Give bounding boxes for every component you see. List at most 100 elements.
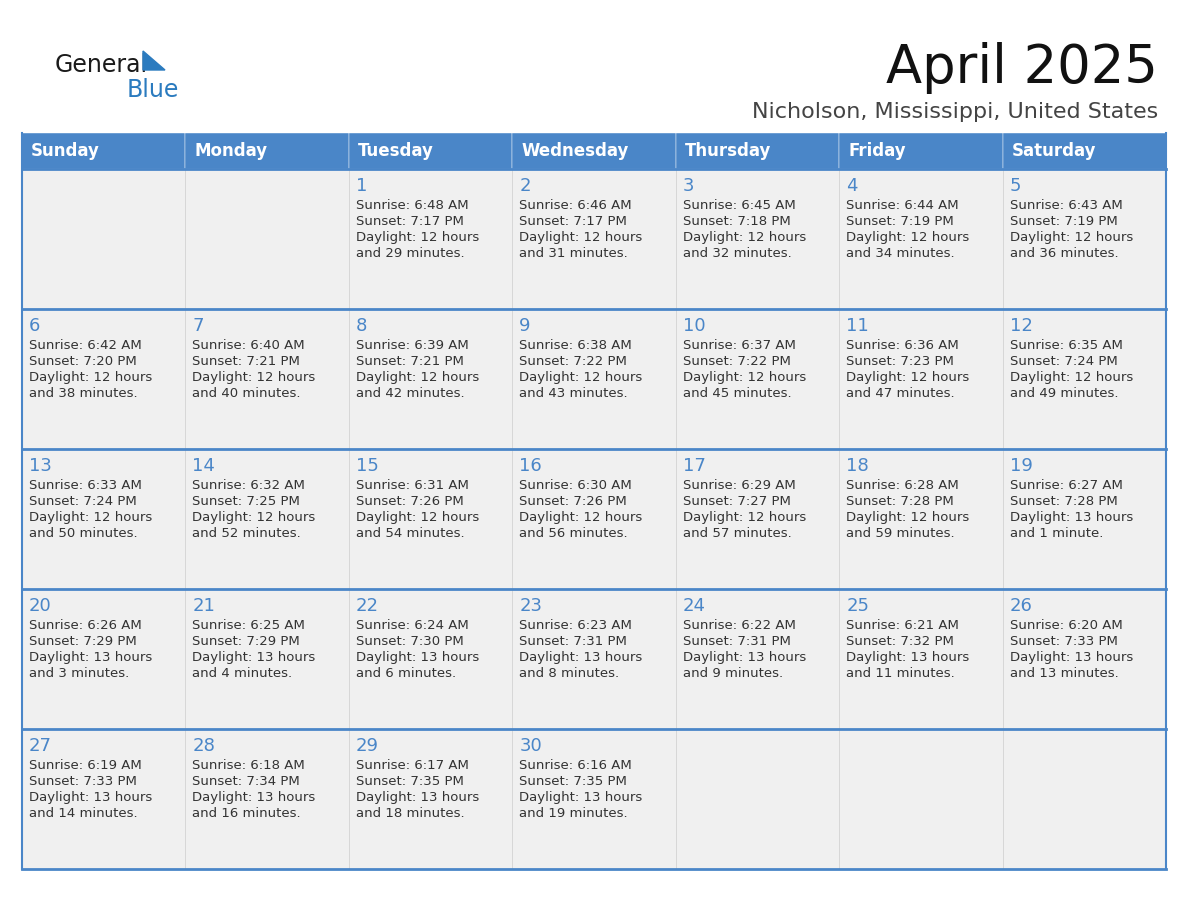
Text: Sunset: 7:19 PM: Sunset: 7:19 PM xyxy=(846,215,954,228)
Text: and 18 minutes.: and 18 minutes. xyxy=(356,807,465,820)
Text: Sunset: 7:26 PM: Sunset: 7:26 PM xyxy=(519,495,627,508)
Text: 7: 7 xyxy=(192,317,204,335)
Text: Sunset: 7:28 PM: Sunset: 7:28 PM xyxy=(846,495,954,508)
Bar xyxy=(23,729,185,869)
Bar xyxy=(23,589,185,729)
Text: Daylight: 12 hours: Daylight: 12 hours xyxy=(192,371,316,384)
Text: Sunset: 7:18 PM: Sunset: 7:18 PM xyxy=(683,215,790,228)
Text: 13: 13 xyxy=(29,457,52,475)
Bar xyxy=(676,449,839,589)
Text: Sunset: 7:17 PM: Sunset: 7:17 PM xyxy=(356,215,463,228)
Text: Sunrise: 6:23 AM: Sunrise: 6:23 AM xyxy=(519,619,632,632)
Text: 24: 24 xyxy=(683,597,706,615)
Text: Daylight: 13 hours: Daylight: 13 hours xyxy=(356,651,479,664)
Bar xyxy=(1003,449,1165,589)
Text: Sunrise: 6:32 AM: Sunrise: 6:32 AM xyxy=(192,479,305,492)
Text: Blue: Blue xyxy=(127,78,179,102)
Text: Daylight: 12 hours: Daylight: 12 hours xyxy=(683,371,805,384)
Bar xyxy=(839,133,1003,169)
Text: Sunrise: 6:39 AM: Sunrise: 6:39 AM xyxy=(356,339,468,352)
Text: Sunrise: 6:38 AM: Sunrise: 6:38 AM xyxy=(519,339,632,352)
Text: Sunrise: 6:43 AM: Sunrise: 6:43 AM xyxy=(1010,199,1123,212)
Text: Daylight: 12 hours: Daylight: 12 hours xyxy=(192,511,316,524)
Text: Sunset: 7:19 PM: Sunset: 7:19 PM xyxy=(1010,215,1118,228)
Text: and 57 minutes.: and 57 minutes. xyxy=(683,527,791,540)
Text: Sunset: 7:31 PM: Sunset: 7:31 PM xyxy=(683,635,790,648)
Bar xyxy=(512,133,676,169)
Text: Sunrise: 6:17 AM: Sunrise: 6:17 AM xyxy=(356,759,469,772)
Bar xyxy=(185,589,349,729)
Bar xyxy=(512,729,676,869)
Text: 8: 8 xyxy=(356,317,367,335)
Text: Sunrise: 6:35 AM: Sunrise: 6:35 AM xyxy=(1010,339,1123,352)
Text: Sunrise: 6:45 AM: Sunrise: 6:45 AM xyxy=(683,199,796,212)
Bar xyxy=(839,169,1003,309)
Text: and 16 minutes.: and 16 minutes. xyxy=(192,807,301,820)
Text: 18: 18 xyxy=(846,457,868,475)
Text: Sunrise: 6:18 AM: Sunrise: 6:18 AM xyxy=(192,759,305,772)
Text: 5: 5 xyxy=(1010,177,1020,195)
Bar xyxy=(23,449,185,589)
Text: Sunrise: 6:31 AM: Sunrise: 6:31 AM xyxy=(356,479,469,492)
Bar xyxy=(349,169,512,309)
Text: Daylight: 12 hours: Daylight: 12 hours xyxy=(683,231,805,244)
Text: and 42 minutes.: and 42 minutes. xyxy=(356,387,465,400)
Text: Sunday: Sunday xyxy=(31,142,100,160)
Bar xyxy=(185,133,349,169)
Text: 16: 16 xyxy=(519,457,542,475)
Text: 2: 2 xyxy=(519,177,531,195)
Text: 15: 15 xyxy=(356,457,379,475)
Text: Sunset: 7:24 PM: Sunset: 7:24 PM xyxy=(1010,355,1118,368)
Text: Sunset: 7:35 PM: Sunset: 7:35 PM xyxy=(356,775,463,788)
Bar xyxy=(23,133,185,169)
Text: and 11 minutes.: and 11 minutes. xyxy=(846,667,955,680)
Text: Daylight: 13 hours: Daylight: 13 hours xyxy=(846,651,969,664)
Text: Sunrise: 6:40 AM: Sunrise: 6:40 AM xyxy=(192,339,305,352)
Text: Sunrise: 6:37 AM: Sunrise: 6:37 AM xyxy=(683,339,796,352)
Text: Sunrise: 6:30 AM: Sunrise: 6:30 AM xyxy=(519,479,632,492)
Bar xyxy=(349,309,512,449)
Text: Sunset: 7:20 PM: Sunset: 7:20 PM xyxy=(29,355,137,368)
Text: Daylight: 13 hours: Daylight: 13 hours xyxy=(1010,651,1133,664)
Text: 21: 21 xyxy=(192,597,215,615)
Text: Daylight: 12 hours: Daylight: 12 hours xyxy=(29,371,152,384)
Text: Sunrise: 6:16 AM: Sunrise: 6:16 AM xyxy=(519,759,632,772)
Text: Sunset: 7:21 PM: Sunset: 7:21 PM xyxy=(192,355,301,368)
Text: Sunset: 7:27 PM: Sunset: 7:27 PM xyxy=(683,495,790,508)
Bar xyxy=(512,449,676,589)
Text: 10: 10 xyxy=(683,317,706,335)
Bar xyxy=(185,449,349,589)
Text: 20: 20 xyxy=(29,597,52,615)
Text: and 45 minutes.: and 45 minutes. xyxy=(683,387,791,400)
Text: Sunset: 7:25 PM: Sunset: 7:25 PM xyxy=(192,495,301,508)
Text: Sunrise: 6:22 AM: Sunrise: 6:22 AM xyxy=(683,619,796,632)
Text: 22: 22 xyxy=(356,597,379,615)
Text: 28: 28 xyxy=(192,737,215,755)
Text: and 34 minutes.: and 34 minutes. xyxy=(846,247,955,260)
Bar xyxy=(23,309,185,449)
Text: 17: 17 xyxy=(683,457,706,475)
Text: 23: 23 xyxy=(519,597,542,615)
Text: 11: 11 xyxy=(846,317,868,335)
Text: and 31 minutes.: and 31 minutes. xyxy=(519,247,628,260)
Bar xyxy=(676,133,839,169)
Text: 25: 25 xyxy=(846,597,870,615)
Text: Sunset: 7:31 PM: Sunset: 7:31 PM xyxy=(519,635,627,648)
Bar xyxy=(1003,133,1165,169)
Text: Daylight: 13 hours: Daylight: 13 hours xyxy=(1010,511,1133,524)
Text: and 56 minutes.: and 56 minutes. xyxy=(519,527,628,540)
Bar xyxy=(676,729,839,869)
Text: Sunset: 7:23 PM: Sunset: 7:23 PM xyxy=(846,355,954,368)
Text: 3: 3 xyxy=(683,177,694,195)
Text: Sunset: 7:33 PM: Sunset: 7:33 PM xyxy=(1010,635,1118,648)
Text: Daylight: 12 hours: Daylight: 12 hours xyxy=(519,231,643,244)
Bar xyxy=(676,589,839,729)
Text: Monday: Monday xyxy=(195,142,267,160)
Text: Sunset: 7:30 PM: Sunset: 7:30 PM xyxy=(356,635,463,648)
Text: Daylight: 13 hours: Daylight: 13 hours xyxy=(683,651,805,664)
Bar xyxy=(23,169,185,309)
Text: Daylight: 12 hours: Daylight: 12 hours xyxy=(356,231,479,244)
Text: and 9 minutes.: and 9 minutes. xyxy=(683,667,783,680)
Bar xyxy=(676,169,839,309)
Text: Daylight: 12 hours: Daylight: 12 hours xyxy=(683,511,805,524)
